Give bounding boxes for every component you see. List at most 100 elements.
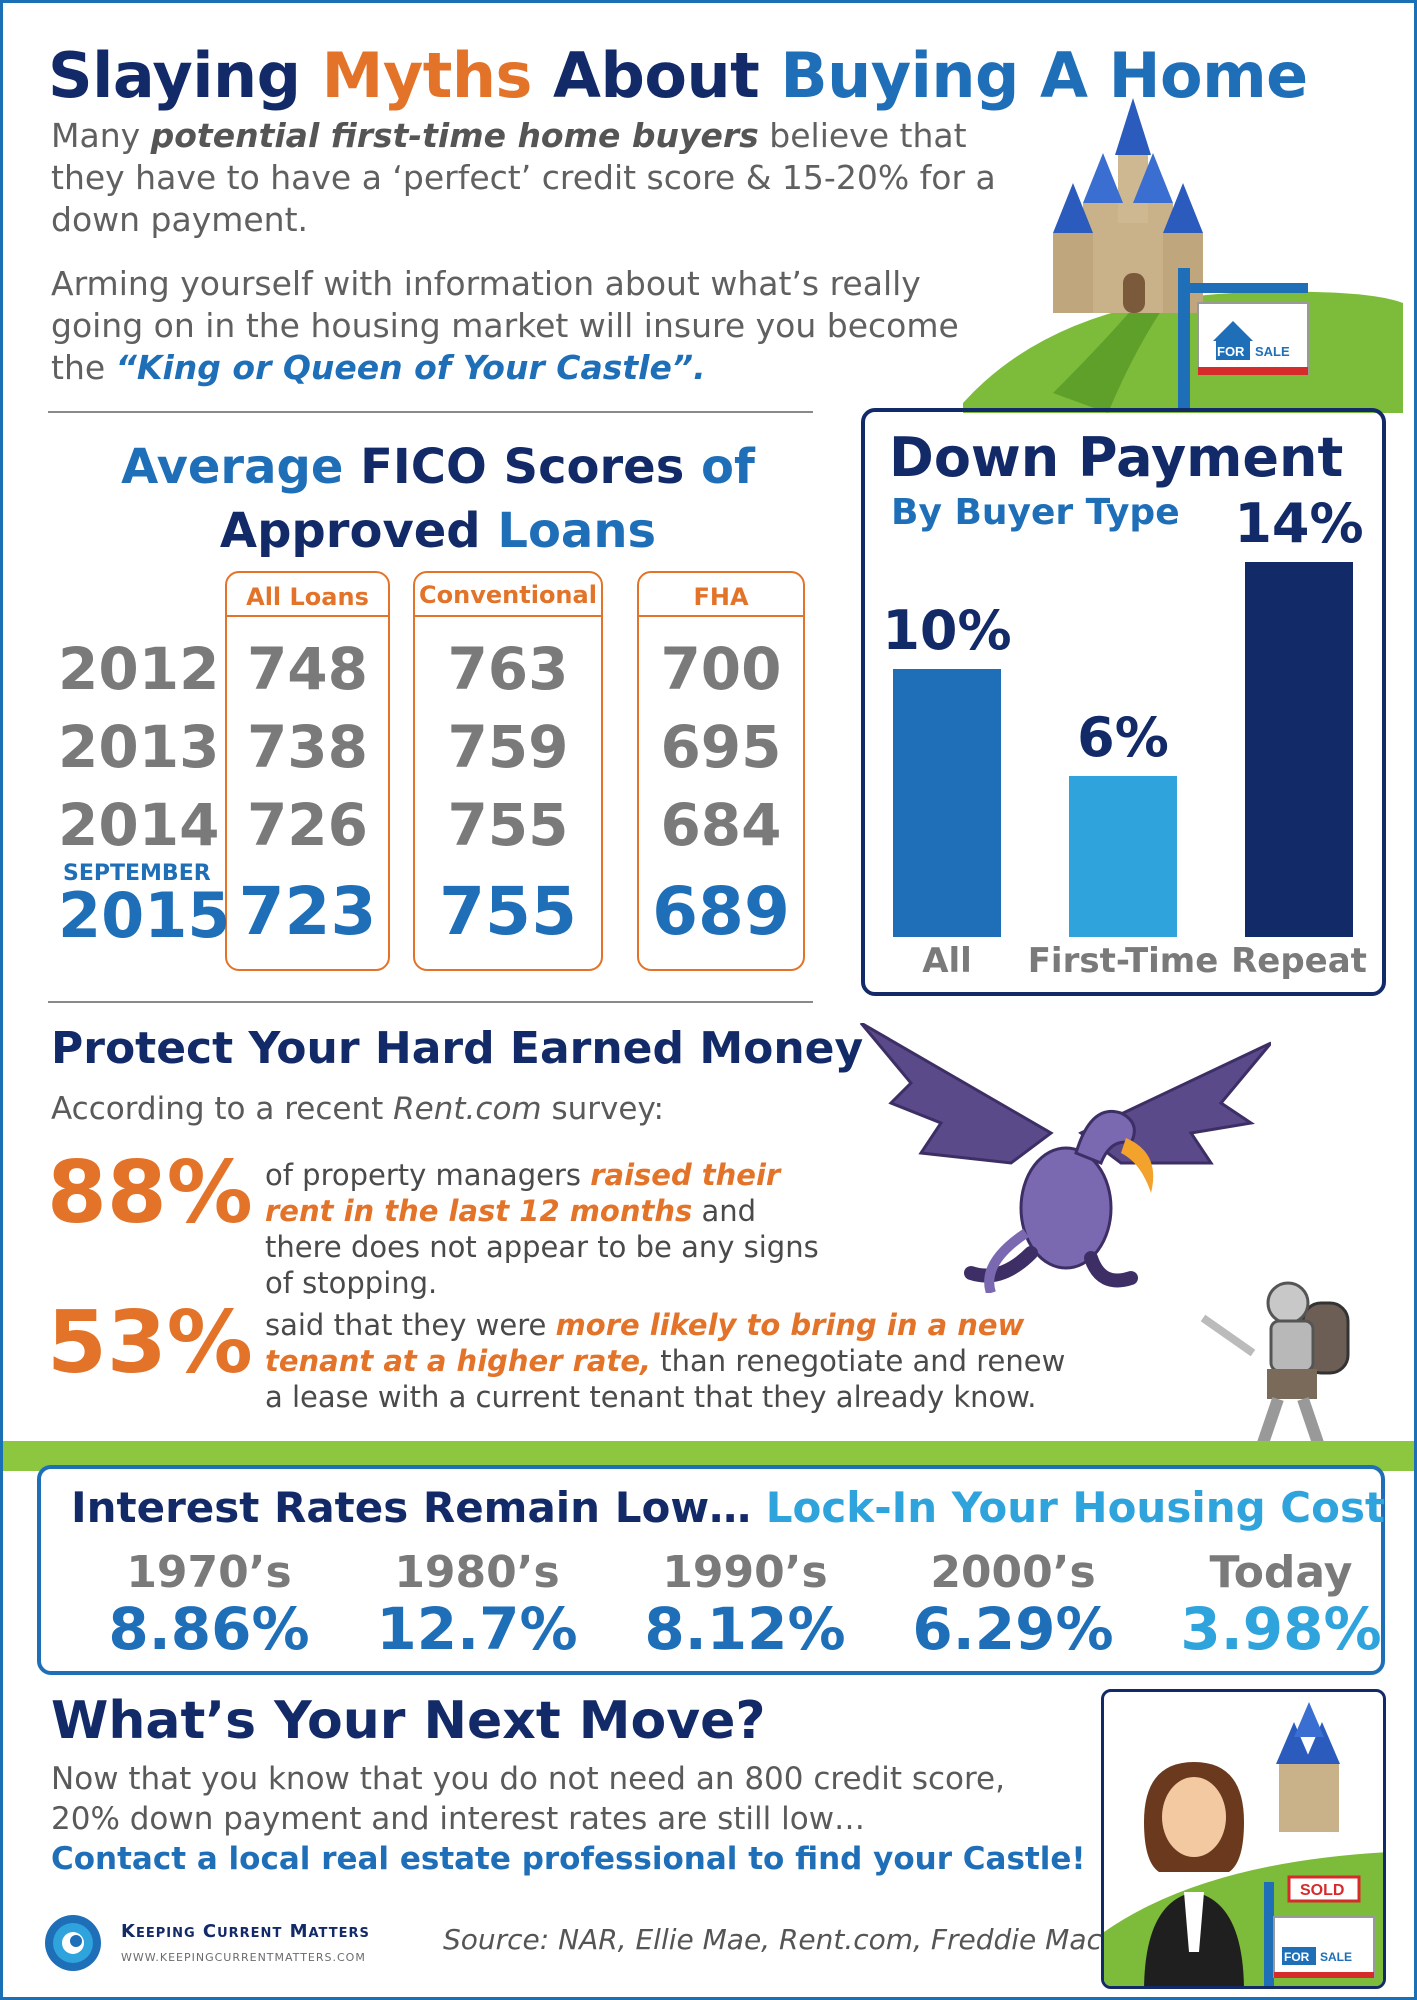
rate-label-1980s: 1980’s: [394, 1547, 560, 1598]
fico-header-all-loans: All Loans: [246, 583, 369, 611]
protect-intro-source: Rent.com: [393, 1091, 542, 1127]
rate-label-2000s: 2000’s: [930, 1547, 1096, 1598]
bar-category-label-first-time: First-Time: [1027, 941, 1219, 981]
bar-first-time: [1069, 776, 1177, 937]
fico-title: Average FICO Scores of Approved Loans: [48, 435, 828, 563]
kcm-url[interactable]: WWW.KEEPINGCURRENTMATTERS.COM: [121, 1951, 366, 1964]
svg-text:FOR: FOR: [1284, 1950, 1310, 1964]
stat-88-percent: 88%: [47, 1143, 253, 1243]
rates-title-a: Interest Rates Remain Low…: [71, 1483, 752, 1532]
fico-year-2012: 2012: [58, 635, 220, 703]
dragon-icon: [859, 1021, 1273, 1295]
fico-header-conventional: Conventional: [419, 581, 597, 609]
fico-title-scores: FICO Scores: [360, 439, 685, 495]
protect-intro-a: According to a recent: [51, 1091, 384, 1127]
stat2-emphasis: more likely to bring in a new tenant at …: [265, 1308, 1025, 1378]
svg-text:SALE: SALE: [1320, 1950, 1352, 1964]
rate-label-today: Today: [1209, 1547, 1353, 1598]
fico-year-2014: 2014: [58, 791, 220, 859]
stat2-text-c: than renegotiate and renew a lease with …: [265, 1344, 1066, 1414]
bar-repeat: [1245, 562, 1353, 937]
title-word-slaying: Slaying: [48, 39, 301, 112]
knight-illustration: [1193, 1273, 1393, 1448]
stat1-text-a: of property managers: [265, 1158, 581, 1192]
divider-middle: [48, 1001, 813, 1003]
stat-53-percent: 53%: [47, 1293, 253, 1393]
rates-title-b: Lock-In Your Housing Cost: [765, 1483, 1386, 1532]
fico-column-fha: [637, 571, 805, 971]
fico-col-divider-3: [637, 615, 805, 617]
stat1-emphasis: raised their rent in the last 12 months: [265, 1158, 781, 1228]
bar-category-label-repeat: Repeat: [1231, 941, 1367, 981]
realtor-woman-icon: SOLD FOR SALE: [1104, 1702, 1383, 1986]
fico-col-divider-2: [413, 615, 603, 617]
svg-text:FOR: FOR: [1217, 344, 1245, 359]
fico-title-average: Average: [121, 439, 344, 495]
divider-top: [48, 411, 813, 413]
fico-column-conventional: [413, 571, 603, 971]
rate-value-today: 3.98%: [1180, 1595, 1382, 1663]
bar-value-label-first-time: 6%: [1077, 706, 1169, 769]
bar-all: [893, 669, 1001, 937]
bar-value-label-all: 10%: [882, 599, 1012, 662]
bar-category-label-all: All: [922, 941, 972, 981]
stat-53-text: said that they were more likely to bring…: [265, 1307, 1085, 1415]
intro-paragraph-2: Arming yourself with information about w…: [51, 263, 1011, 389]
rate-value-1990s: 8.12%: [644, 1595, 846, 1663]
rate-value-1970s: 8.86%: [108, 1595, 310, 1663]
fico-value-2014-all: 726: [246, 791, 369, 859]
intro-paragraph-1: Many potential first-time home buyers be…: [51, 115, 1011, 241]
fico-value-2013-fha: 695: [660, 713, 782, 781]
fico-value-2012-fha: 700: [660, 635, 782, 703]
down-payment-title: Down Payment: [889, 426, 1344, 489]
fico-value-2013-all: 738: [246, 713, 369, 781]
protect-title: Protect Your Hard Earned Money: [51, 1023, 864, 1074]
svg-text:SALE: SALE: [1255, 344, 1290, 359]
title-word-about: About: [553, 39, 760, 112]
knight-icon: [1200, 1281, 1350, 1445]
fico-value-2013-conv: 759: [447, 713, 569, 781]
fico-value-2015-fha: 689: [652, 873, 790, 950]
intro1-text-a: Many: [51, 116, 141, 155]
fico-column-all-loans: [225, 571, 390, 971]
fico-col-divider-1: [225, 615, 390, 617]
interest-rates-panel: Interest Rates Remain Low… Lock-In Your …: [37, 1465, 1385, 1675]
fico-year-2013: 2013: [58, 713, 220, 781]
stat-88-text: of property managers raised their rent i…: [265, 1157, 835, 1301]
rate-label-1990s: 1990’s: [662, 1547, 828, 1598]
intro2-text-a: Arming yourself with information about w…: [51, 264, 959, 387]
castle-icon: FOR SALE: [963, 98, 1403, 413]
down-payment-panel: Down Payment By Buyer Type 10% All 6% First…: [861, 408, 1386, 996]
fico-value-2015-conv: 755: [439, 873, 577, 950]
bar-value-label-repeat: 14%: [1234, 492, 1364, 555]
stat2-text-a: said that they were: [265, 1308, 547, 1342]
kcm-brand-name: Keeping Current Matters: [121, 1921, 370, 1942]
title-word-buying: Buying A Home: [780, 39, 1308, 112]
rate-value-1980s: 12.7%: [376, 1595, 578, 1663]
intro1-text-c: believe that they have to have a ‘perfec…: [51, 116, 996, 239]
castle-hill-illustration: FOR SALE: [933, 93, 1403, 413]
intro2-emphasis: “King or Queen of Your Castle”.: [115, 348, 706, 387]
down-payment-subtitle: By Buyer Type: [891, 492, 1180, 533]
realtor-panel: SOLD FOR SALE: [1101, 1689, 1386, 1989]
fico-value-2014-fha: 684: [660, 791, 782, 859]
next-move-cta: Contact a local real estate professional…: [51, 1841, 1086, 1877]
svg-text:SOLD: SOLD: [1300, 1882, 1344, 1899]
fico-value-2015-all: 723: [238, 873, 377, 950]
rates-title: Interest Rates Remain Low… Lock-In Your …: [71, 1483, 1385, 1532]
down-payment-chart: 10% All 6% First-Time 14% Repeat: [865, 412, 1382, 992]
fico-header-fha: FHA: [693, 583, 749, 611]
fico-value-2014-conv: 755: [447, 791, 569, 859]
stat1-text-c: and there does not appear to be any sign…: [265, 1194, 819, 1300]
fico-year-2015: 2015: [58, 879, 231, 952]
protect-intro: According to a recent Rent.com survey:: [51, 1091, 664, 1127]
page-title: Slaying Myths About Buying A Home: [48, 39, 1308, 112]
rate-label-1970s: 1970’s: [126, 1547, 292, 1598]
protect-intro-c: survey:: [551, 1091, 664, 1127]
next-move-body: Now that you know that you do not need a…: [51, 1761, 1005, 1837]
fico-title-loans: Loans: [497, 503, 657, 559]
rate-value-2000s: 6.29%: [912, 1595, 1114, 1663]
intro1-emphasis: potential first-time home buyers: [150, 116, 759, 155]
title-word-myths: Myths: [321, 39, 533, 112]
